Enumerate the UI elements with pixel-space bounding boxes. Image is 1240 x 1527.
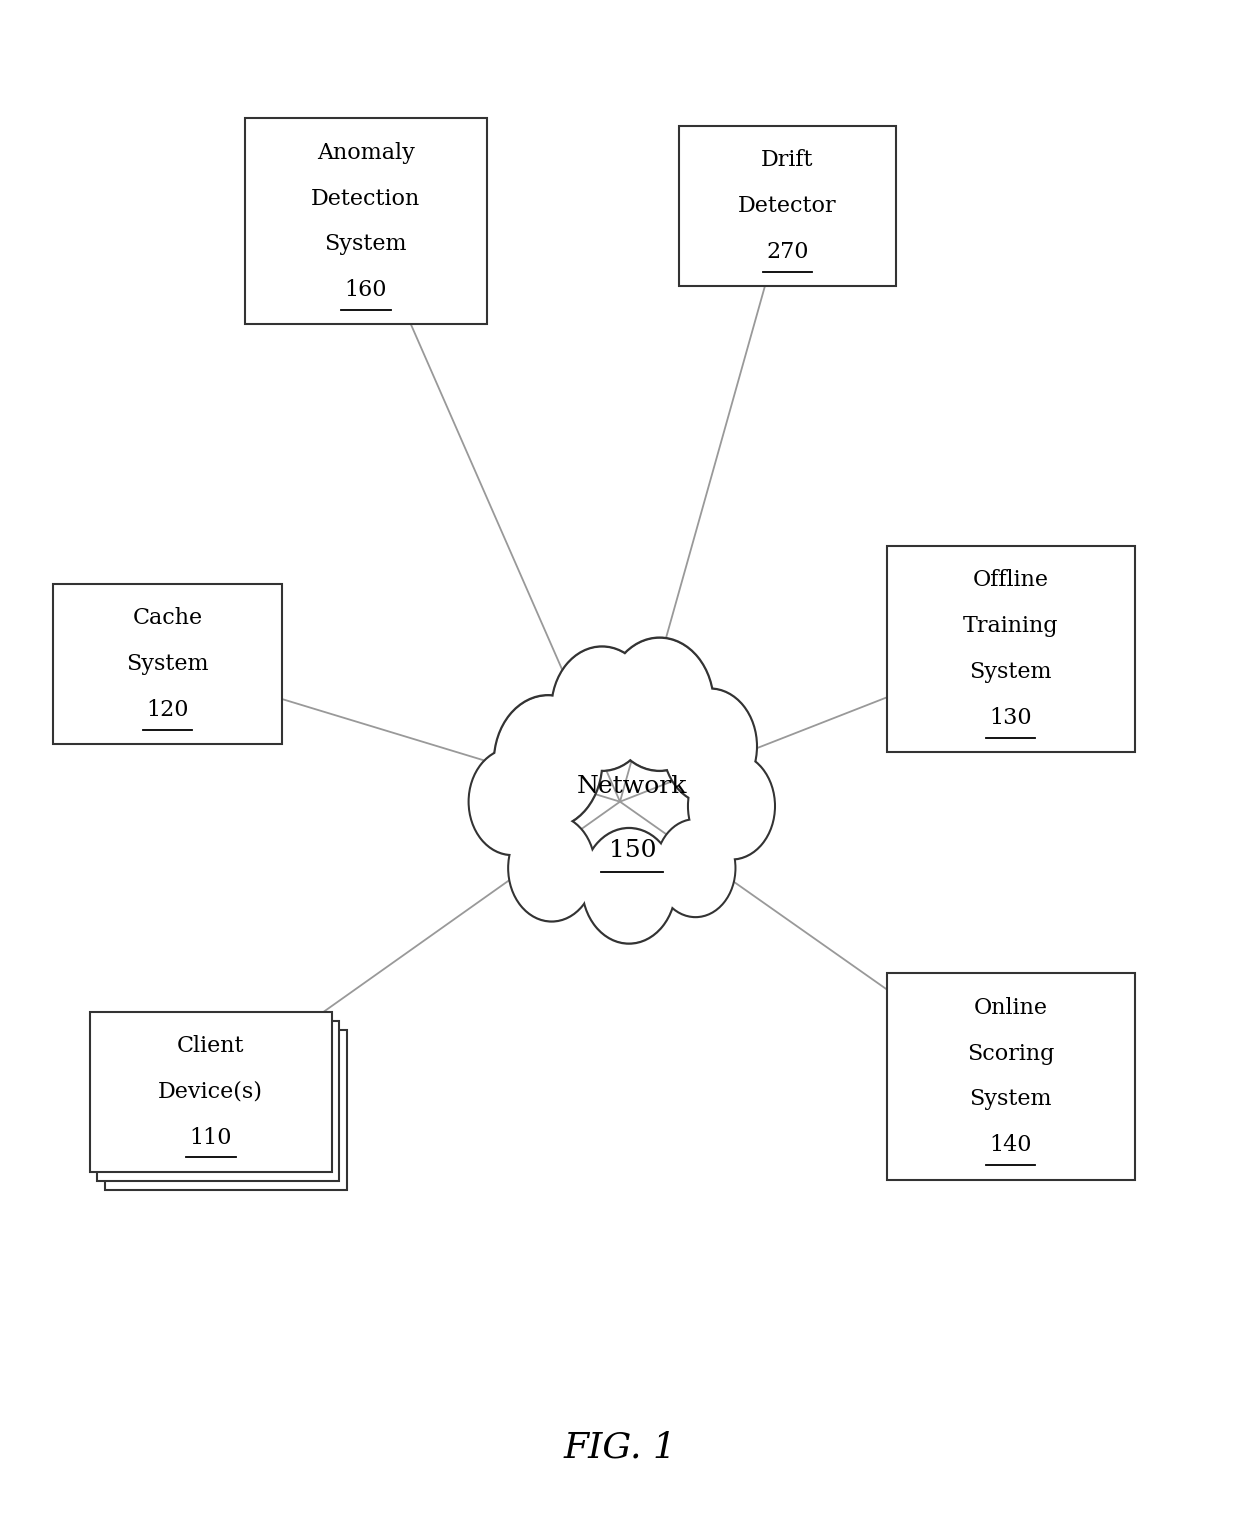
Circle shape [469,748,556,855]
Text: Detection: Detection [311,188,420,209]
Text: Network: Network [577,774,688,799]
Circle shape [689,754,774,858]
Text: Detector: Detector [738,195,837,217]
Text: 270: 270 [766,241,808,263]
Text: Scoring: Scoring [967,1043,1054,1064]
Text: 150: 150 [609,838,656,863]
Circle shape [553,647,651,770]
FancyBboxPatch shape [98,1022,340,1182]
Text: Client: Client [177,1035,244,1057]
Circle shape [508,815,595,921]
Text: Offline: Offline [972,570,1049,591]
Circle shape [552,647,652,771]
FancyBboxPatch shape [244,118,486,324]
FancyBboxPatch shape [105,1031,347,1191]
Circle shape [656,820,735,916]
Circle shape [663,689,756,803]
Text: Drift: Drift [761,150,813,171]
Circle shape [688,753,775,860]
FancyBboxPatch shape [91,1012,332,1173]
Text: System: System [325,234,407,255]
Circle shape [656,820,735,916]
Circle shape [494,695,603,828]
Circle shape [510,815,594,921]
Circle shape [663,689,756,803]
Text: Device(s): Device(s) [159,1081,263,1102]
Circle shape [552,647,652,771]
Text: Online: Online [973,997,1048,1019]
Text: System: System [126,654,208,675]
Circle shape [663,690,756,803]
Circle shape [606,638,713,770]
Text: 130: 130 [990,707,1032,728]
Circle shape [469,748,556,855]
Circle shape [495,696,601,828]
Circle shape [583,829,675,942]
Circle shape [470,750,554,854]
Text: 160: 160 [345,279,387,301]
Text: FIG. 1: FIG. 1 [563,1431,677,1464]
Circle shape [656,820,734,916]
FancyBboxPatch shape [53,585,283,745]
Circle shape [605,638,713,771]
Text: Training: Training [962,615,1059,637]
Circle shape [583,828,676,944]
Text: 140: 140 [990,1135,1032,1156]
Circle shape [605,638,713,771]
FancyBboxPatch shape [887,547,1135,753]
FancyBboxPatch shape [680,125,895,287]
Text: System: System [970,661,1052,683]
Circle shape [688,753,775,860]
Circle shape [583,828,676,944]
Text: Anomaly: Anomaly [317,142,414,163]
Circle shape [494,695,603,828]
Text: 120: 120 [146,699,188,721]
FancyBboxPatch shape [887,974,1135,1179]
Circle shape [508,815,595,921]
Text: System: System [970,1089,1052,1110]
Text: Cache: Cache [133,608,202,629]
Text: 110: 110 [190,1127,232,1148]
